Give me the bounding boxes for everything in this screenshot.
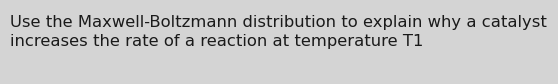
Text: Use the Maxwell-Boltzmann distribution to explain why a catalyst
increases the r: Use the Maxwell-Boltzmann distribution t… xyxy=(10,15,547,49)
